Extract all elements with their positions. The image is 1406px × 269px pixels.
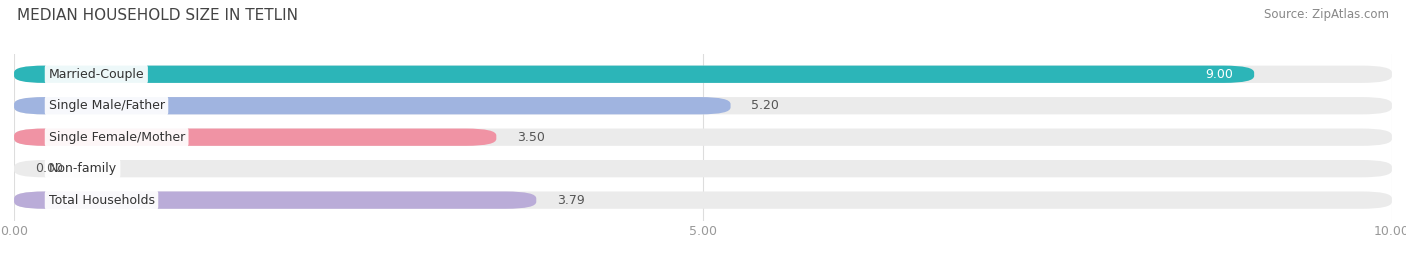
FancyBboxPatch shape: [14, 97, 1392, 114]
Text: Married-Couple: Married-Couple: [48, 68, 145, 81]
FancyBboxPatch shape: [14, 129, 496, 146]
Text: 5.20: 5.20: [751, 99, 779, 112]
Text: 0.00: 0.00: [35, 162, 63, 175]
FancyBboxPatch shape: [14, 192, 536, 209]
Text: Source: ZipAtlas.com: Source: ZipAtlas.com: [1264, 8, 1389, 21]
Text: 3.79: 3.79: [557, 194, 585, 207]
Text: Non-family: Non-family: [48, 162, 117, 175]
Text: Single Male/Father: Single Male/Father: [48, 99, 165, 112]
FancyBboxPatch shape: [14, 97, 731, 114]
Text: Single Female/Mother: Single Female/Mother: [48, 131, 184, 144]
Text: MEDIAN HOUSEHOLD SIZE IN TETLIN: MEDIAN HOUSEHOLD SIZE IN TETLIN: [17, 8, 298, 23]
Text: 3.50: 3.50: [517, 131, 546, 144]
FancyBboxPatch shape: [14, 66, 1254, 83]
FancyBboxPatch shape: [14, 192, 1392, 209]
Text: 9.00: 9.00: [1205, 68, 1233, 81]
Text: Total Households: Total Households: [48, 194, 155, 207]
FancyBboxPatch shape: [14, 160, 1392, 177]
FancyBboxPatch shape: [14, 66, 1392, 83]
FancyBboxPatch shape: [14, 129, 1392, 146]
